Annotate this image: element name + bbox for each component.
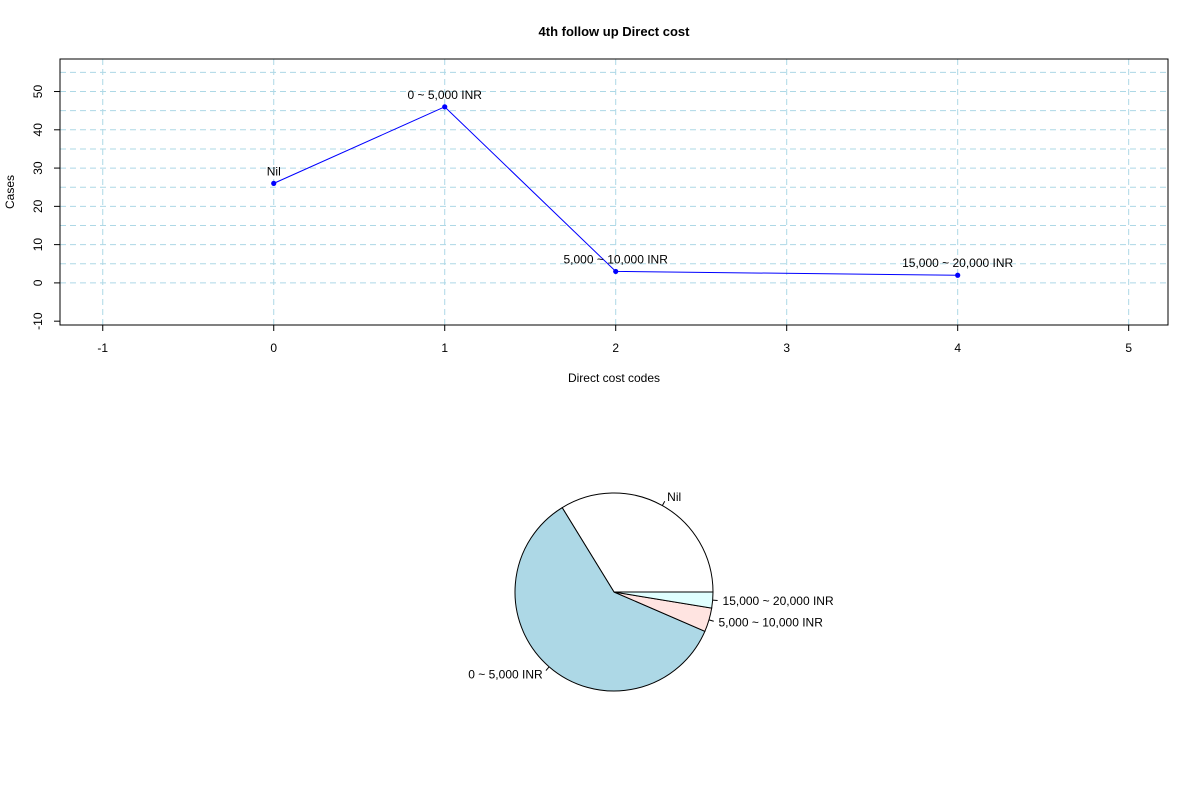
- y-tick-label: 30: [31, 161, 45, 175]
- point-labels: Nil 0 ~ 5,000 INR 5,000 ~ 10,000 INR 15,000…: [267, 88, 1014, 270]
- data-point: [271, 180, 277, 186]
- y-tick-label: -10: [31, 312, 45, 330]
- point-label: 15,000 ~ 20,000 INR: [902, 256, 1013, 270]
- x-axis-label: Direct cost codes: [568, 371, 660, 385]
- y-tick-label: 10: [31, 238, 45, 252]
- y-tick-label: 50: [31, 85, 45, 99]
- y-tick-label: 20: [31, 199, 45, 213]
- data-point: [613, 268, 619, 275]
- point-label: Nil: [267, 164, 281, 178]
- pie-chart: Nil 0 ~ 5,000 INR 5,000 ~ 10,000 INR 15,000…: [468, 490, 834, 692]
- grid-lines: [60, 59, 1168, 325]
- x-tick-label: 4: [954, 341, 961, 355]
- data-points: [271, 104, 961, 278]
- pie-slice-label: Nil: [667, 490, 681, 504]
- x-tick-label: 2: [612, 341, 619, 355]
- pie-slice-label: 5,000 ~ 10,000 INR: [718, 616, 823, 630]
- series-line: [273, 106, 958, 276]
- x-tick-label: -1: [97, 341, 108, 355]
- plot-frame: [59, 58, 1169, 326]
- pie-slice-label: 15,000 ~ 20,000 INR: [723, 594, 834, 608]
- pie-slice: [514, 506, 706, 692]
- point-label: 5,000 ~ 10,000 INR: [563, 252, 668, 266]
- line-series: [273, 106, 958, 276]
- y-tick-label: 0: [31, 279, 45, 286]
- data-point: [955, 272, 961, 278]
- chart-title: 4th follow up Direct cost: [539, 24, 691, 39]
- pie-label-tick: [545, 666, 550, 671]
- pie-slice-label: 0 ~ 5,000 INR: [468, 667, 543, 681]
- x-tick-label: 5: [1125, 341, 1132, 355]
- x-tick-label: 1: [441, 341, 448, 355]
- y-axis-label: Cases: [3, 175, 17, 209]
- x-tick-label: 3: [783, 341, 790, 355]
- x-tick-label: 0: [270, 341, 277, 355]
- y-axis: -10 0 10 20 30 40 50: [31, 85, 60, 330]
- x-axis: -1 0 1 2 3 4 5: [97, 325, 1132, 355]
- pie-label-tick: [708, 619, 714, 622]
- point-label: 0 ~ 5,000 INR: [408, 88, 483, 102]
- pie-label-tick: [661, 501, 666, 506]
- y-tick-label: 40: [31, 123, 45, 137]
- data-point: [442, 104, 448, 110]
